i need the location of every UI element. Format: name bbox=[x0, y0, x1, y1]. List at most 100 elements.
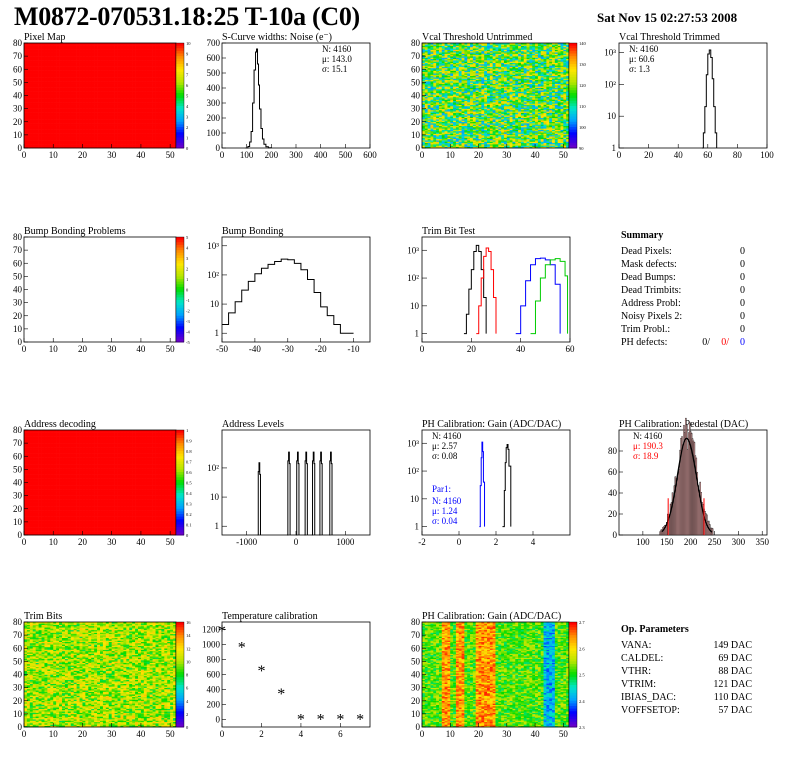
heatmap-cell bbox=[79, 75, 83, 78]
heatmap-cell bbox=[155, 87, 159, 90]
heatmap-cell bbox=[120, 67, 124, 70]
heatmap-cell bbox=[123, 124, 127, 126]
heatmap-cell bbox=[94, 130, 98, 133]
heatmap-cell bbox=[105, 71, 110, 74]
heatmap-cell bbox=[26, 141, 31, 144]
heatmap-cell bbox=[138, 115, 142, 117]
heatmap-cell bbox=[97, 142, 101, 145]
heatmap-cell bbox=[44, 58, 48, 61]
heatmap-cell bbox=[129, 106, 133, 108]
heatmap-cell bbox=[67, 112, 72, 115]
heatmap-cell bbox=[94, 99, 98, 102]
heatmap-cell bbox=[135, 96, 139, 99]
heatmap-cell bbox=[158, 83, 162, 86]
heatmap-cell bbox=[35, 121, 39, 124]
heatmap-cell bbox=[35, 83, 39, 86]
heatmap-cell bbox=[53, 95, 57, 98]
heatmap-cell bbox=[158, 115, 162, 117]
heatmap-cell bbox=[94, 82, 98, 84]
heatmap-cell bbox=[53, 140, 57, 142]
heatmap-cell bbox=[138, 82, 142, 84]
heatmap-cell bbox=[161, 111, 165, 113]
heatmap-cell bbox=[149, 106, 153, 108]
heatmap-cells bbox=[24, 43, 177, 149]
heatmap-cell bbox=[152, 134, 156, 137]
heatmap-cell bbox=[117, 132, 121, 134]
heatmap-cell bbox=[94, 138, 98, 141]
heatmap-cell bbox=[79, 49, 83, 52]
heatmap-cell bbox=[53, 125, 57, 128]
heatmap-cell bbox=[129, 73, 133, 75]
heatmap-cell bbox=[161, 112, 165, 115]
heatmap-cell bbox=[73, 49, 77, 52]
palette-label: 6 bbox=[186, 83, 189, 88]
heatmap-cell bbox=[105, 128, 110, 130]
heatmap-cell bbox=[24, 109, 28, 112]
heatmap-cell bbox=[24, 104, 28, 107]
heatmap-cell bbox=[24, 98, 28, 100]
heatmap-cell bbox=[32, 141, 36, 144]
heatmap-cell bbox=[135, 134, 139, 137]
heatmap-cell bbox=[35, 78, 39, 81]
heatmap-cell bbox=[44, 130, 48, 133]
heatmap-cell bbox=[129, 61, 133, 63]
heatmap-cell bbox=[56, 112, 60, 115]
heatmap-cell bbox=[129, 100, 133, 103]
heatmap-cell bbox=[50, 100, 54, 103]
heatmap-cell bbox=[26, 79, 31, 82]
heatmap-cell bbox=[67, 119, 72, 121]
heatmap-cell bbox=[108, 52, 112, 54]
heatmap-cell bbox=[35, 137, 39, 140]
heatmap-cell bbox=[47, 146, 51, 149]
heatmap-cell bbox=[135, 50, 139, 53]
heatmap-cell bbox=[146, 58, 150, 61]
heatmap-cell bbox=[47, 124, 51, 126]
heatmap-cell bbox=[94, 117, 98, 120]
heatmap-cell bbox=[26, 98, 31, 100]
heatmap-cell bbox=[100, 46, 104, 49]
heatmap-cell bbox=[105, 52, 110, 54]
heatmap-cell bbox=[140, 144, 145, 146]
heatmap-cell bbox=[143, 146, 148, 149]
heatmap-cell bbox=[123, 70, 127, 73]
heatmap-cell bbox=[140, 57, 145, 60]
heatmap-cell bbox=[85, 112, 89, 115]
heatmap-cell bbox=[105, 43, 110, 45]
heatmap-cell bbox=[126, 136, 130, 138]
heatmap-cell bbox=[79, 99, 83, 102]
heatmap-cell bbox=[161, 129, 165, 132]
heatmap-cell bbox=[94, 103, 98, 105]
heatmap-cell bbox=[143, 66, 148, 69]
heatmap-cell bbox=[108, 94, 112, 96]
heatmap-cell bbox=[126, 140, 130, 142]
heatmap-cell bbox=[146, 146, 150, 149]
heatmap-cell bbox=[120, 83, 124, 86]
heatmap-cell bbox=[59, 70, 63, 73]
heatmap-cell bbox=[146, 109, 150, 112]
heatmap-cell bbox=[82, 107, 86, 109]
heatmap-cell bbox=[143, 92, 148, 95]
heatmap-cell bbox=[143, 57, 148, 60]
heatmap-cell bbox=[149, 103, 153, 105]
heatmap-cell bbox=[120, 79, 124, 82]
heatmap-cell bbox=[67, 132, 72, 134]
heatmap-cell bbox=[129, 92, 133, 95]
heatmap-cell bbox=[114, 86, 118, 88]
heatmap-cell bbox=[100, 98, 104, 100]
heatmap-cell bbox=[85, 91, 89, 94]
heatmap-cell bbox=[64, 120, 69, 123]
heatmap-cell bbox=[158, 62, 162, 65]
y-tick-label: 60 bbox=[13, 64, 23, 74]
heatmap-cell bbox=[76, 107, 80, 109]
heatmap-cell bbox=[82, 79, 86, 82]
heatmap-cell bbox=[146, 53, 150, 56]
heatmap-cell bbox=[67, 70, 72, 73]
heatmap-cell bbox=[102, 49, 107, 52]
heatmap-cell bbox=[143, 46, 148, 49]
heatmap-cell bbox=[29, 78, 34, 81]
heatmap-cell bbox=[85, 64, 89, 66]
heatmap-cell bbox=[129, 69, 133, 71]
heatmap-cell bbox=[135, 90, 139, 92]
heatmap-cell bbox=[155, 140, 159, 142]
heatmap-cell bbox=[155, 112, 159, 115]
